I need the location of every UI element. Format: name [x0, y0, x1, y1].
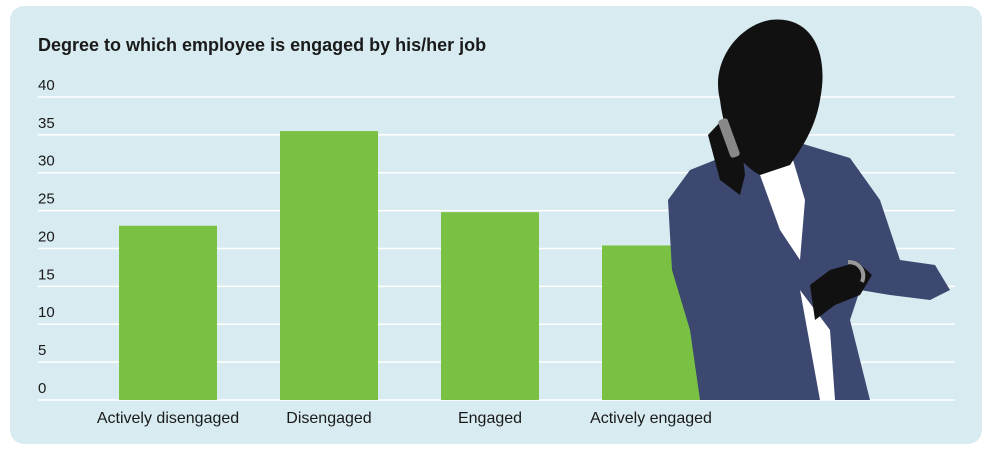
y-tick-label: 0 — [38, 380, 46, 397]
y-tick-label: 25 — [38, 191, 55, 208]
x-tick-label: Actively disengaged — [97, 410, 239, 427]
x-tick-label: Engaged — [458, 410, 522, 427]
x-tick-label: Disengaged — [286, 410, 371, 427]
hand — [708, 120, 745, 195]
silhouette-illustration — [668, 19, 950, 400]
chart-title: Degree to which employee is engaged by h… — [38, 35, 486, 55]
y-tick-label: 20 — [38, 228, 55, 245]
bar — [441, 212, 539, 400]
collar — [760, 150, 805, 260]
y-tick-label: 10 — [38, 304, 55, 321]
y-tick-label: 35 — [38, 115, 55, 132]
watch — [847, 260, 866, 283]
wrist-hand — [810, 262, 872, 320]
jacket — [668, 140, 950, 400]
shirt — [800, 290, 835, 400]
y-tick-label: 5 — [38, 342, 46, 359]
y-tick-label: 15 — [38, 266, 55, 283]
x-tick-label: Actively engaged — [590, 410, 712, 427]
head — [718, 19, 823, 175]
bar — [119, 225, 217, 400]
phone — [718, 118, 740, 158]
bar — [280, 131, 378, 400]
y-tick-label: 40 — [38, 77, 55, 94]
y-tick-label: 30 — [38, 153, 55, 170]
